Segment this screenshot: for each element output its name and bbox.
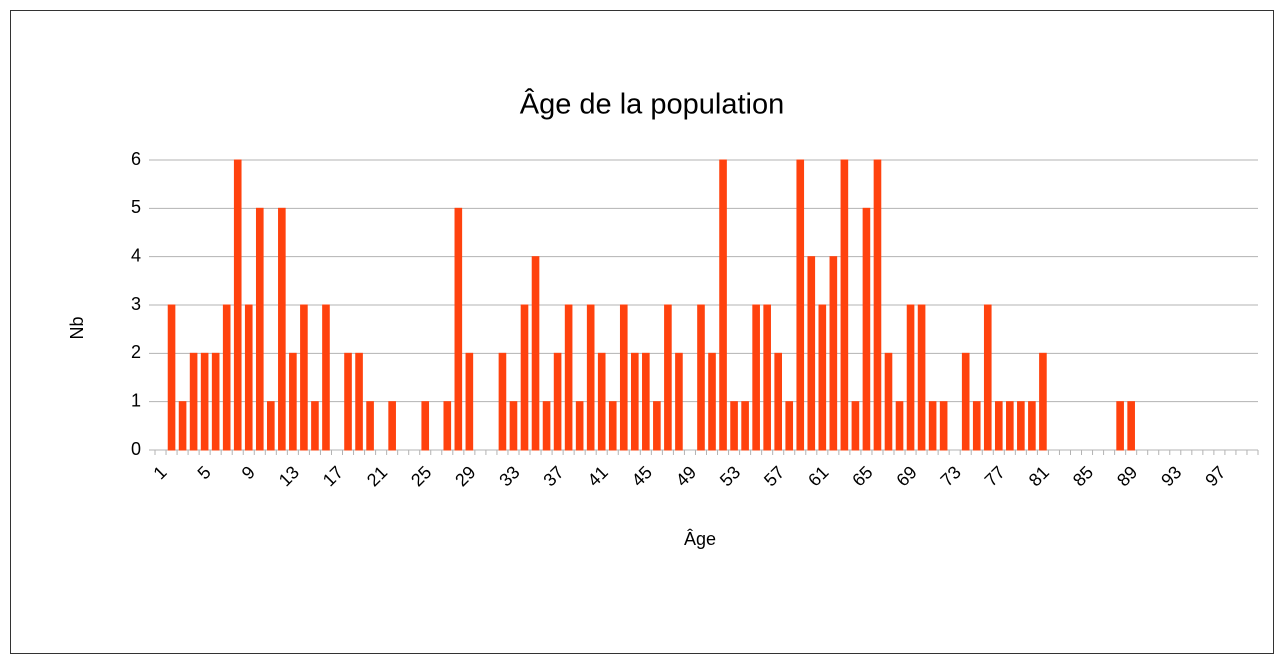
bar xyxy=(553,352,562,451)
bar xyxy=(796,159,805,451)
bar xyxy=(763,304,771,451)
bar xyxy=(1116,401,1124,451)
bar xyxy=(200,352,209,451)
bar xyxy=(531,256,540,451)
y-axis-label: Nb xyxy=(67,316,87,339)
bar xyxy=(752,304,760,451)
bar xyxy=(366,401,374,451)
bar xyxy=(289,352,297,451)
bar xyxy=(630,352,639,451)
bar xyxy=(509,401,518,451)
bar xyxy=(675,352,683,451)
bar xyxy=(653,401,661,451)
chart-title: Âge de la population xyxy=(520,88,784,121)
bar xyxy=(972,401,981,451)
bar xyxy=(719,159,727,451)
bar xyxy=(642,352,650,451)
bar xyxy=(928,401,937,451)
bar xyxy=(851,401,860,451)
bar xyxy=(840,159,849,451)
bar xyxy=(222,304,231,451)
bar xyxy=(608,401,617,451)
bar xyxy=(443,401,452,451)
bar xyxy=(1028,401,1036,451)
bar xyxy=(983,304,992,451)
bar xyxy=(873,159,882,451)
bar xyxy=(619,304,628,451)
y-tick-label: 0 xyxy=(131,439,141,459)
y-tick-label: 6 xyxy=(131,149,141,169)
bar xyxy=(278,207,286,451)
bar xyxy=(994,401,1003,451)
bar xyxy=(344,352,352,451)
bar xyxy=(697,304,705,451)
bar xyxy=(708,352,716,451)
bar xyxy=(1039,352,1047,451)
bar xyxy=(178,401,187,451)
bar xyxy=(917,304,926,451)
bar xyxy=(597,352,606,451)
bar xyxy=(300,304,308,451)
bar xyxy=(664,304,672,451)
bar xyxy=(895,401,904,451)
bar xyxy=(322,304,330,451)
bar xyxy=(961,352,970,451)
bar xyxy=(189,352,198,451)
bar xyxy=(244,304,253,451)
bar xyxy=(355,352,363,451)
bar xyxy=(818,304,827,451)
bar xyxy=(564,304,573,451)
bar xyxy=(465,352,474,451)
bar xyxy=(774,352,783,451)
bar xyxy=(906,304,915,451)
bar xyxy=(829,256,838,451)
bar xyxy=(498,352,507,451)
bar xyxy=(862,207,871,451)
bar xyxy=(311,401,319,451)
bar xyxy=(454,207,463,451)
bar xyxy=(520,304,529,451)
bar xyxy=(741,401,749,451)
bar xyxy=(167,304,176,451)
bar xyxy=(939,401,948,451)
bar xyxy=(730,401,738,451)
y-tick-label: 1 xyxy=(131,390,141,410)
bar xyxy=(807,256,816,451)
bar xyxy=(388,401,396,451)
y-tick-label: 2 xyxy=(131,342,141,362)
bar xyxy=(211,352,220,451)
bar xyxy=(1017,401,1025,451)
x-axis-label: Âge xyxy=(684,529,716,549)
bar xyxy=(542,401,551,451)
bar xyxy=(267,401,275,451)
bar xyxy=(884,352,893,451)
bar xyxy=(1006,401,1014,451)
bar xyxy=(421,401,430,451)
bar xyxy=(1127,401,1135,451)
bar xyxy=(785,401,794,451)
bar xyxy=(255,207,264,451)
chart-frame xyxy=(10,10,1274,654)
bar xyxy=(575,401,584,451)
y-tick-label: 4 xyxy=(131,245,141,265)
y-tick-label: 3 xyxy=(131,294,141,314)
bar xyxy=(586,304,595,451)
y-tick-label: 5 xyxy=(131,197,141,217)
bar xyxy=(233,159,242,451)
